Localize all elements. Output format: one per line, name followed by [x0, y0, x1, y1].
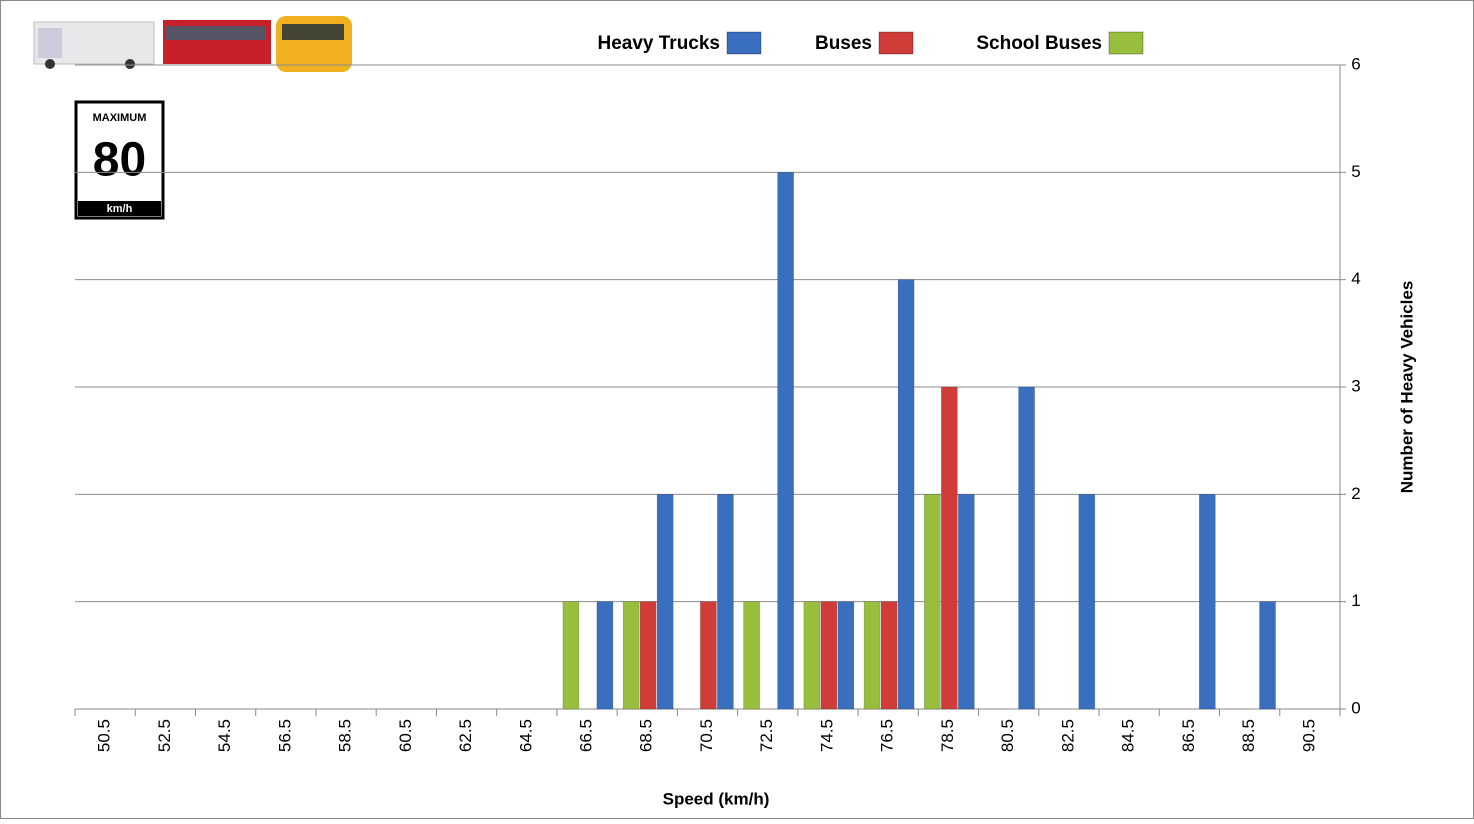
x-tick-label: 54.5 [215, 719, 234, 752]
y-tick-label: 6 [1351, 54, 1360, 73]
bar [803, 601, 821, 710]
x-tick-label: 56.5 [275, 719, 294, 752]
bar [700, 601, 717, 710]
truck-cab [38, 28, 62, 58]
x-tick-label: 74.5 [817, 719, 836, 752]
bar [622, 601, 640, 710]
x-tick-label: 50.5 [95, 719, 114, 752]
bar [562, 601, 580, 710]
wheel [125, 59, 135, 69]
bar [897, 279, 915, 710]
bar [1198, 494, 1216, 710]
speed-sign: MAXIMUM 80 km/h [74, 100, 165, 220]
bar [656, 494, 674, 710]
x-axis-title: Speed (km/h) [663, 789, 770, 808]
x-tick-label: 58.5 [336, 719, 355, 752]
y-axis-title: Number of Heavy Vehicles [1397, 281, 1416, 494]
school-bus-windows [282, 24, 344, 40]
bar [717, 494, 734, 710]
x-tick-label: 70.5 [697, 719, 716, 752]
sign-border [74, 100, 165, 220]
wheel [45, 59, 55, 69]
bar [958, 494, 975, 710]
sign-top: MAXIMUM [93, 112, 147, 124]
y-tick-label: 5 [1351, 162, 1360, 181]
x-tick-label: 68.5 [637, 719, 656, 752]
bar [1259, 601, 1276, 710]
x-tick-label: 76.5 [878, 719, 897, 752]
y-tick-label: 3 [1351, 376, 1360, 395]
x-tick-label: 64.5 [516, 719, 535, 752]
legend-label: Heavy Trucks [597, 33, 720, 54]
x-tick-label: 52.5 [155, 719, 174, 752]
sign-unit: km/h [107, 203, 133, 215]
bar [924, 494, 941, 710]
sign-number: 80 [93, 134, 146, 187]
y-tick-label: 2 [1351, 484, 1360, 503]
bar [777, 172, 794, 710]
sign-band [78, 201, 161, 216]
x-tick-label: 66.5 [577, 719, 596, 752]
legend-swatch [726, 31, 762, 55]
bar [1078, 494, 1096, 710]
y-tick-label: 1 [1351, 591, 1360, 610]
vehicle-icons [33, 16, 352, 72]
bar [639, 601, 657, 710]
legend-swatch [878, 31, 914, 55]
legend-label: Buses [815, 33, 872, 54]
bar [820, 601, 838, 710]
bar [1018, 386, 1035, 710]
bus-windows [166, 26, 266, 40]
y-tick-label: 4 [1351, 269, 1360, 288]
legend-label: School Buses [976, 33, 1102, 54]
bar [880, 601, 898, 710]
bar [863, 601, 881, 710]
x-tick-label: 62.5 [456, 719, 475, 752]
bar [941, 386, 958, 710]
y-tick-label: 0 [1351, 698, 1360, 717]
bar [596, 601, 614, 710]
x-tick-label: 88.5 [1239, 719, 1258, 752]
x-tick-label: 82.5 [1058, 719, 1077, 752]
x-tick-label: 90.5 [1299, 719, 1318, 752]
x-tick-label: 86.5 [1179, 719, 1198, 752]
x-tick-label: 60.5 [396, 719, 415, 752]
legend-swatch [1108, 31, 1144, 55]
x-tick-label: 84.5 [1119, 719, 1138, 752]
x-tick-label: 80.5 [998, 719, 1017, 752]
bar [743, 601, 760, 710]
x-tick-label: 78.5 [938, 719, 957, 752]
x-tick-label: 72.5 [757, 719, 776, 752]
bar [837, 601, 855, 710]
